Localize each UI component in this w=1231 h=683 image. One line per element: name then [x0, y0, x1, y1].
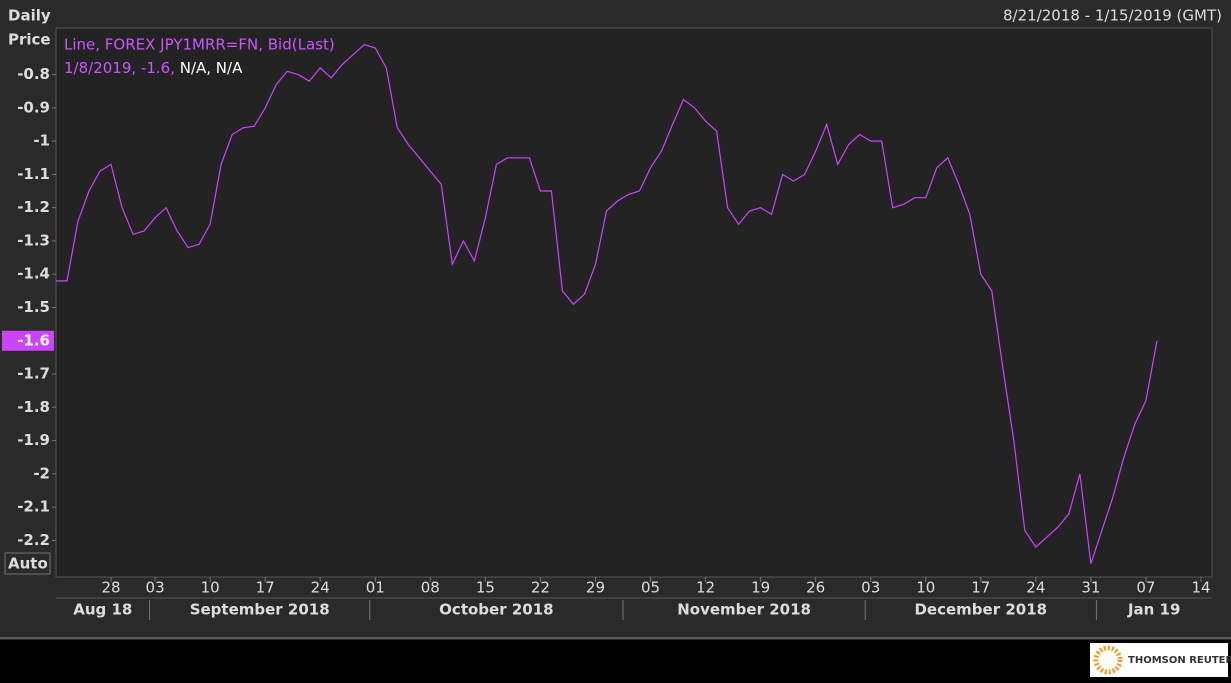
- logo-icon: [1093, 645, 1123, 675]
- x-tick-label: 26: [806, 579, 825, 597]
- logo-text: THOMSON REUTERS: [1128, 655, 1231, 666]
- x-tick-label: 24: [1026, 579, 1045, 597]
- y-tick-label: -1.5: [17, 298, 50, 316]
- x-tick-label: 19: [751, 579, 770, 597]
- y-tick-label: -1.4: [17, 265, 50, 283]
- x-tick-label: 31: [1081, 579, 1100, 597]
- x-tick-label: 17: [971, 579, 990, 597]
- x-tick-label: 03: [861, 579, 880, 597]
- month-label: November 2018: [677, 601, 811, 619]
- y-tick-label: -1: [33, 132, 50, 150]
- legend-title: Line, FOREX JPY1MRR=FN, Bid(Last): [64, 36, 335, 54]
- last-value-label: -1.6: [17, 331, 50, 349]
- legend-na: N/A, N/A: [180, 59, 243, 77]
- month-label: December 2018: [914, 601, 1047, 619]
- scale-mode-box[interactable]: [4, 552, 51, 575]
- price-line: [56, 43, 1158, 564]
- x-tick-label: 05: [641, 579, 660, 597]
- x-tick-label: 24: [311, 579, 330, 597]
- y-tick-label: -1.3: [17, 231, 50, 249]
- x-tick-label: 03: [146, 579, 165, 597]
- month-label: September 2018: [190, 601, 330, 619]
- y-tick-label: -2.1: [17, 498, 50, 516]
- legend-value: 1/8/2019, -1.6,: [64, 59, 175, 77]
- x-tick-label: 28: [102, 579, 121, 597]
- x-tick-label: 07: [1136, 579, 1155, 597]
- x-tick-label: 17: [256, 579, 275, 597]
- y-tick-label: -1.7: [17, 365, 50, 383]
- interval-label: Daily: [8, 7, 51, 25]
- x-tick-label: 14: [1191, 579, 1210, 597]
- y-tick-label: -2.2: [17, 531, 50, 549]
- month-label: Jan 19: [1127, 601, 1180, 619]
- y-tick-label: -0.8: [17, 65, 50, 83]
- legend-values: 1/8/2019, -1.6, N/A, N/A: [64, 59, 243, 77]
- y-axis-label: Price: [8, 31, 51, 49]
- x-tick-label: 29: [586, 579, 605, 597]
- x-tick-label: 22: [531, 579, 550, 597]
- month-label: Aug 18: [73, 601, 132, 619]
- y-tick-label: -2: [33, 464, 50, 482]
- x-tick-label: 01: [366, 579, 385, 597]
- last-value-box: [2, 330, 54, 351]
- y-tick-label: -1.8: [17, 398, 50, 416]
- y-tick-label: -1.9: [17, 431, 50, 449]
- y-tick-label: -0.9: [17, 98, 50, 116]
- x-tick-label: 10: [916, 579, 935, 597]
- scale-mode[interactable]: Auto: [8, 555, 48, 573]
- x-tick-label: 10: [201, 579, 220, 597]
- date-range: 8/21/2018 - 1/15/2019 (GMT): [1003, 7, 1222, 25]
- month-label: October 2018: [439, 601, 553, 619]
- y-tick-label: -1.1: [17, 165, 50, 183]
- y-tick-label: -1.2: [17, 198, 50, 216]
- plot-area: [55, 27, 1213, 578]
- x-tick-label: 15: [476, 579, 495, 597]
- x-tick-label: 12: [696, 579, 715, 597]
- x-tick-label: 08: [421, 579, 440, 597]
